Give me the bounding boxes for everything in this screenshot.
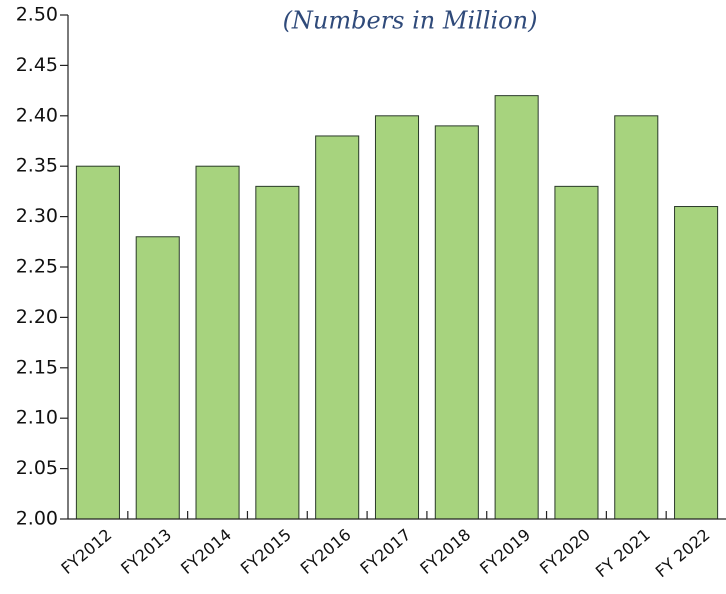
y-tick-label: 2.20 <box>16 306 58 328</box>
x-tick-label: FY2016 <box>297 525 355 578</box>
y-tick-label: 2.50 <box>16 4 58 26</box>
x-tick-label: FY2019 <box>476 525 534 578</box>
x-tick-label: FY2012 <box>57 525 115 578</box>
x-tick-label: FY 2021 <box>592 525 654 581</box>
x-tick-label: FY2015 <box>237 525 295 578</box>
x-tick-label: FY2013 <box>117 525 175 578</box>
y-tick-label: 2.15 <box>16 356 58 378</box>
y-tick-label: 2.45 <box>16 54 58 76</box>
x-tick-label: FY 2022 <box>652 525 714 581</box>
x-tick-label: FY2018 <box>416 525 474 578</box>
bar <box>315 135 360 520</box>
bar <box>494 95 539 520</box>
bar <box>374 115 420 520</box>
y-tick-label: 2.25 <box>16 256 58 278</box>
x-tick-label: FY2020 <box>536 525 594 578</box>
x-tick-label: FY2017 <box>357 525 415 578</box>
y-tick-label: 2.10 <box>16 407 58 429</box>
bar <box>255 185 300 520</box>
chart-title: (Numbers in Million) <box>283 7 538 35</box>
bar <box>614 115 659 520</box>
bar <box>674 206 719 520</box>
y-tick-label: 2.40 <box>16 104 58 126</box>
bar <box>195 165 240 520</box>
bar <box>75 165 120 520</box>
y-tick-label: 2.30 <box>16 205 58 227</box>
y-tick-label: 2.00 <box>16 508 58 530</box>
bar <box>434 125 479 520</box>
bar <box>554 185 599 520</box>
x-tick-label: FY2014 <box>177 525 235 578</box>
bar <box>135 236 180 520</box>
y-tick-label: 2.05 <box>16 457 58 479</box>
y-tick-label: 2.35 <box>16 155 58 177</box>
